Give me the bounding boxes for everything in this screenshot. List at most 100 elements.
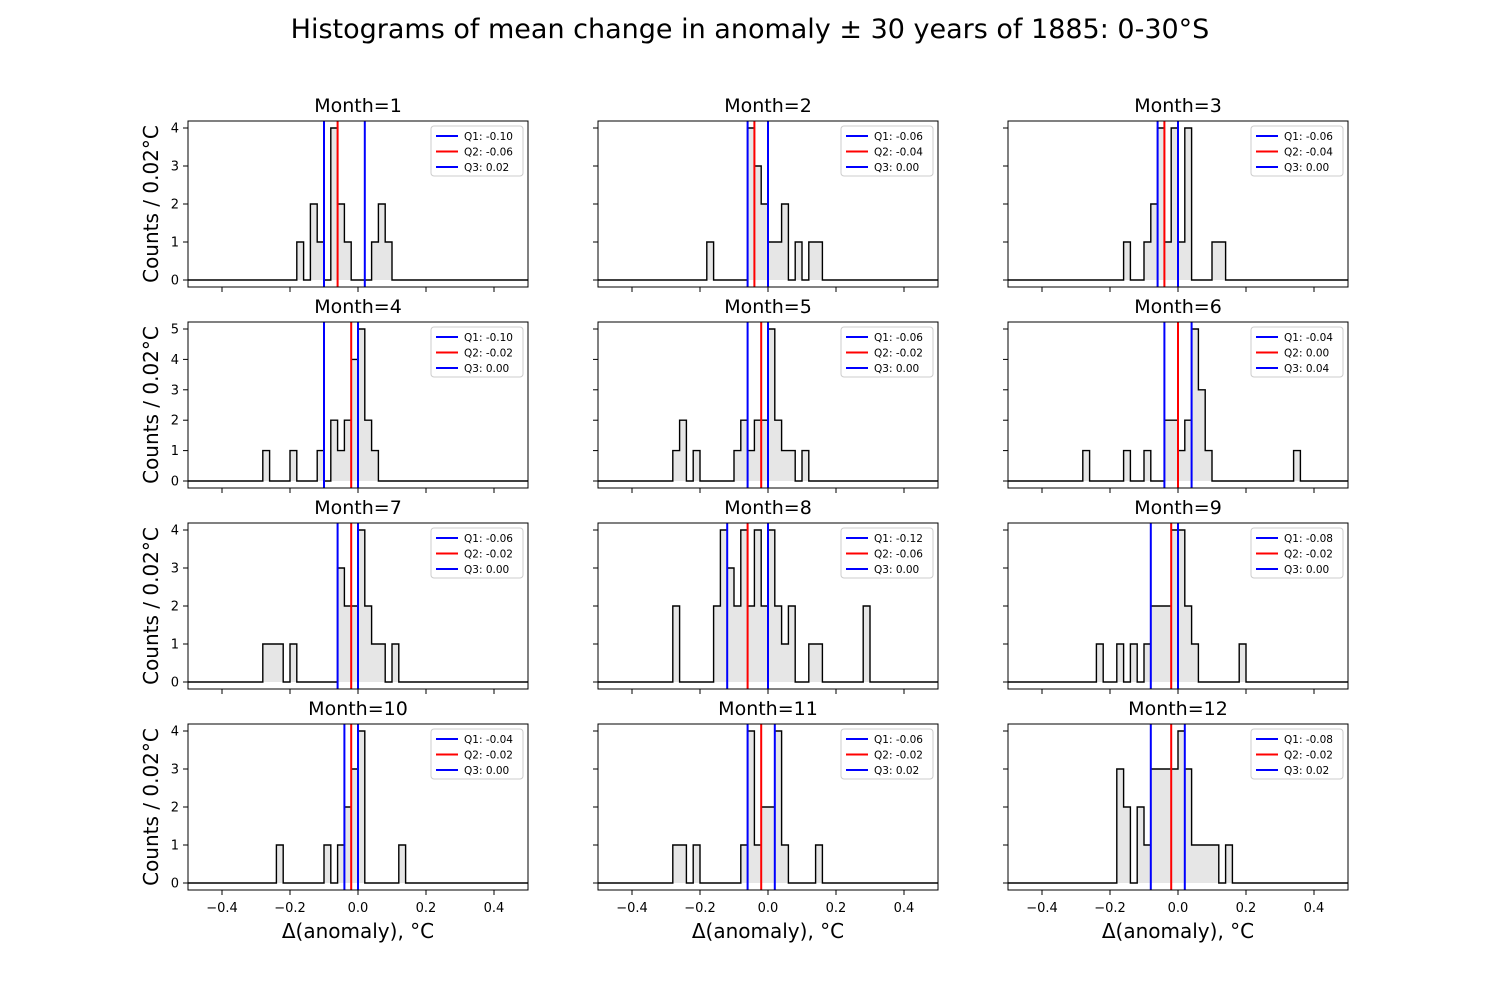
histogram-bar: [672, 845, 680, 883]
legend: Q1: -0.08 Q2: -0.02 Q3: 0.02: [1250, 728, 1344, 780]
histogram-bar: [754, 420, 762, 481]
histogram-step: [1008, 730, 1348, 884]
subplot-month-6: Month=6 Q1: -0.04 Q2: 0.00 Q3: 0.04: [1003, 296, 1349, 493]
histogram-bar: [385, 242, 392, 280]
legend: Q1: -0.10 Q2: -0.06 Q3: 0.02: [430, 125, 524, 177]
legend-box: [1250, 527, 1344, 579]
histogram-bar: [1130, 644, 1138, 682]
legend-box: [430, 125, 524, 177]
histogram-bar: [774, 242, 782, 280]
legend-box: [1250, 326, 1344, 378]
legend: Q1: -0.06 Q2: -0.02 Q3: 0.00: [430, 527, 524, 579]
legend-label: Q1: -0.06: [874, 734, 923, 746]
y-tick-label: 3: [171, 562, 179, 577]
y-tick-label: 4: [171, 725, 179, 740]
y-tick-label: 4: [171, 122, 179, 137]
histogram-bar: [358, 329, 365, 481]
histogram-bar: [747, 450, 755, 481]
histogram-bar: [768, 329, 775, 481]
x-axis-label: Δ(anomaly), °C: [1102, 919, 1254, 943]
subplot-month-7: Month=7 0 1 2 3 4 Counts / 0.02°C Q1: -0.06 Q2: …: [139, 497, 529, 694]
histogram-bar: [351, 359, 358, 481]
histogram-bar: [754, 530, 762, 682]
subplot-title: Month=10: [308, 698, 408, 720]
histogram-bar: [761, 807, 768, 883]
y-tick-label: 0: [171, 274, 179, 289]
histogram-bar: [1164, 606, 1172, 682]
histogram-bar: [1157, 769, 1165, 883]
legend-box: [1250, 125, 1344, 177]
histogram-bar: [747, 606, 755, 682]
legend-label: Q1: -0.06: [874, 332, 923, 344]
histogram-bar: [1184, 420, 1192, 481]
histogram-bar: [1150, 204, 1158, 280]
legend: Q1: -0.06 Q2: -0.04 Q3: 0.00: [840, 125, 934, 177]
y-tick-label: 1: [171, 444, 179, 459]
histogram-bar: [317, 242, 324, 280]
histogram-bar: [774, 606, 782, 682]
histogram-bar: [808, 644, 816, 682]
histogram-bar: [276, 845, 284, 883]
histogram-bar: [1144, 242, 1151, 280]
legend-label: Q2: -0.02: [464, 750, 513, 762]
x-tick-label: −0.2: [684, 901, 716, 916]
legend-label: Q1: -0.04: [464, 734, 513, 746]
subplot-title: Month=5: [724, 296, 812, 318]
histogram-bar: [344, 807, 352, 883]
histogram-bar: [337, 568, 345, 682]
legend-label: Q2: -0.02: [1284, 750, 1333, 762]
histogram-bar: [290, 450, 297, 481]
histogram-bar: [351, 769, 358, 883]
histogram-bar: [774, 731, 782, 883]
legend-box: [840, 326, 934, 378]
histogram-bar: [1198, 845, 1206, 883]
histogram-bar: [337, 450, 345, 481]
histogram-bar: [1082, 450, 1090, 481]
histogram-step: [188, 328, 528, 482]
legend-box: [840, 125, 934, 177]
histogram-bar: [262, 450, 270, 481]
histogram-bar: [1212, 845, 1219, 883]
histogram-bar: [392, 644, 399, 682]
x-tick-label: 0.4: [484, 901, 505, 916]
histogram-step: [598, 127, 938, 281]
legend-label: Q2: -0.06: [874, 549, 923, 561]
histogram-bar: [1144, 644, 1151, 682]
x-tick-label: 0.4: [1304, 901, 1325, 916]
histogram-bar: [296, 242, 304, 280]
histogram-bar: [371, 242, 379, 280]
histogram-bar: [1096, 644, 1104, 682]
histogram-bar: [344, 242, 352, 280]
histogram-bar: [1184, 128, 1192, 280]
histogram-bar: [774, 420, 782, 481]
legend-label: Q1: -0.10: [464, 332, 513, 344]
legend-label: Q2: -0.02: [874, 348, 923, 360]
legend-box: [430, 527, 524, 579]
legend: Q1: -0.06 Q2: -0.02 Q3: 0.02: [840, 728, 934, 780]
legend-label: Q3: 0.04: [1284, 363, 1330, 375]
histogram-bar: [679, 845, 687, 883]
histogram-bar: [1123, 807, 1131, 883]
histogram-bar: [378, 204, 386, 280]
histogram-bar: [1123, 450, 1131, 481]
y-tick-label: 0: [171, 877, 179, 892]
legend-label: Q1: -0.10: [464, 131, 513, 143]
x-tick-label: 0.0: [1168, 901, 1189, 916]
legend: Q1: -0.12 Q2: -0.06 Q3: 0.00: [840, 527, 934, 579]
subplot-title: Month=8: [724, 497, 812, 519]
legend-label: Q3: 0.00: [464, 765, 509, 777]
legend-label: Q3: 0.00: [874, 363, 919, 375]
histogram-bar: [693, 450, 700, 481]
histogram-step: [1008, 127, 1348, 281]
subplot-title: Month=6: [1134, 296, 1222, 318]
histogram-bar: [1205, 845, 1212, 883]
y-tick-label: 2: [171, 198, 179, 213]
histogram-bar: [358, 530, 365, 682]
legend-box: [430, 728, 524, 780]
histogram-bar: [781, 204, 789, 280]
y-axis-label: Counts / 0.02°C: [139, 527, 163, 685]
histogram-bar: [1171, 530, 1178, 682]
histogram-bar: [1157, 128, 1165, 280]
histogram-bar: [747, 731, 755, 883]
legend: Q1: -0.10 Q2: -0.02 Q3: 0.00: [430, 326, 524, 378]
